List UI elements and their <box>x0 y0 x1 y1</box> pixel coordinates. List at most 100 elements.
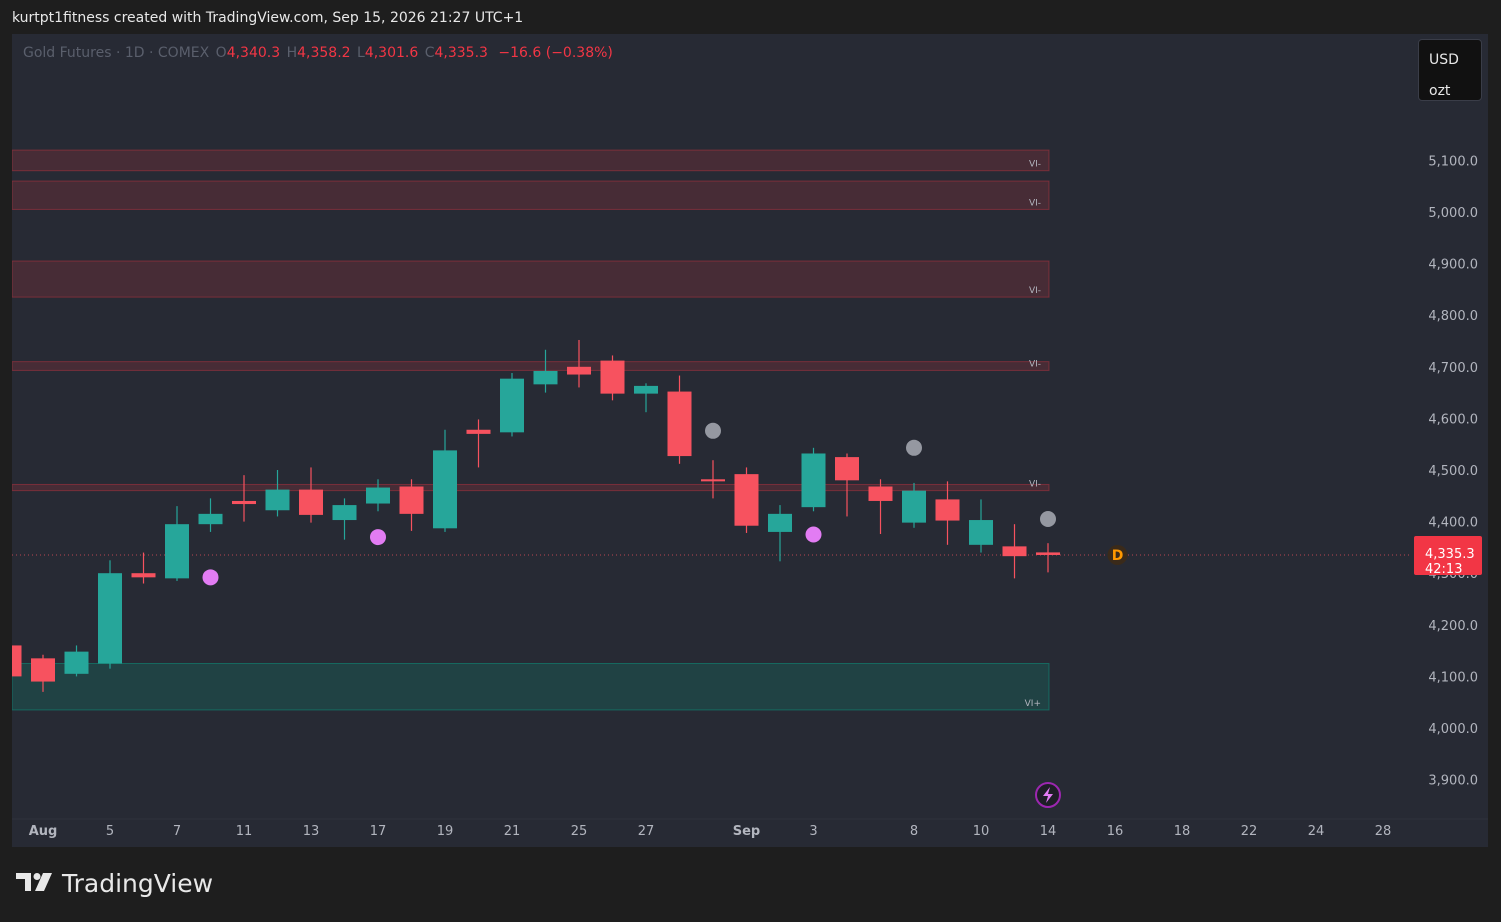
x-tick-label: 14 <box>1040 824 1057 839</box>
y-tick-label: 4,600.0 <box>1428 412 1478 427</box>
signal-marker-gray <box>1040 511 1056 528</box>
x-tick-label: 16 <box>1107 824 1124 839</box>
zone-label: VI+ <box>1025 699 1041 709</box>
symbol-label[interactable]: Gold Futures · 1D · COMEX <box>23 45 210 61</box>
ohlc-legend: Gold Futures · 1D · COMEX O4,340.3 H4,35… <box>23 45 613 61</box>
bearish-candle <box>466 429 491 434</box>
bearish-candle <box>131 573 156 578</box>
bullish-candle <box>768 513 792 532</box>
bullish-candle <box>366 487 390 504</box>
bullish-candle <box>198 513 223 525</box>
x-tick-label: 10 <box>973 824 990 839</box>
x-tick-label: Sep <box>733 824 761 839</box>
chart-pane[interactable]: VI- VI- VI- VI- VI- VI+ D 3,900.0 4,000.0 4,100.0… <box>12 34 1488 847</box>
bullish-candle <box>969 520 993 545</box>
bearish-candle <box>1036 552 1060 555</box>
bullish-candle <box>634 385 658 394</box>
x-tick-label: Aug <box>29 824 58 839</box>
signal-marker-gray <box>705 422 721 439</box>
tradingview-brand[interactable]: TradingView <box>16 869 213 899</box>
top-bar: kurtpt1fitness created with TradingView.… <box>0 0 1501 34</box>
y-tick-label: 4,900.0 <box>1428 258 1478 273</box>
imbalance-zone-bearish <box>12 180 1050 210</box>
bearish-candle <box>701 479 725 482</box>
bullish-candle <box>265 489 290 511</box>
last-price-tag <box>1414 535 1482 575</box>
bearish-candle <box>835 457 859 481</box>
zone-label: VI- <box>1029 198 1041 208</box>
high-value: 4,358.2 <box>297 45 351 61</box>
bullish-candle <box>98 573 122 664</box>
last-price-value: 4,335.3 <box>1425 547 1475 562</box>
x-tick-label: 5 <box>106 824 114 839</box>
bullish-candle <box>332 505 357 521</box>
imbalance-zone-bearish <box>12 483 1050 492</box>
x-tick-label: 22 <box>1241 824 1258 839</box>
imbalance-zone-bullish <box>12 663 1050 711</box>
x-tick-label: 7 <box>173 824 181 839</box>
bearish-candle <box>12 645 22 677</box>
close-label: C <box>424 45 435 61</box>
x-tick-label: 28 <box>1375 824 1392 839</box>
bearish-candle <box>232 500 256 505</box>
bearish-candle <box>31 658 55 682</box>
signal-marker-gray <box>906 439 922 456</box>
bullish-candle <box>801 453 826 508</box>
lightning-glyph <box>1043 787 1053 803</box>
bearish-candle <box>1002 546 1027 557</box>
snapshot-caption: kurtpt1fitness created with TradingView.… <box>12 10 524 26</box>
y-tick-label: 4,700.0 <box>1428 361 1478 376</box>
y-tick-label: 5,000.0 <box>1428 206 1478 221</box>
bearish-candle <box>667 391 692 457</box>
bullish-candle <box>500 378 524 433</box>
open-label: O <box>215 45 227 61</box>
y-tick-label: 4,400.0 <box>1428 516 1478 531</box>
signal-marker-purple <box>202 569 219 586</box>
bearish-candle <box>567 366 591 375</box>
imbalance-zone-bearish <box>12 361 1050 371</box>
imbalance-zone-bearish <box>12 260 1050 298</box>
bearish-candle <box>734 474 759 526</box>
bullish-candle <box>533 370 558 385</box>
x-tick-label: 21 <box>504 824 521 839</box>
x-tick-label: 24 <box>1308 824 1325 839</box>
high-label: H <box>286 45 298 61</box>
y-tick-label: 4,200.0 <box>1428 619 1478 634</box>
bullish-candle <box>433 450 457 529</box>
unit-label: ozt <box>1429 83 1451 99</box>
x-tick-label: 25 <box>571 824 588 839</box>
y-tick-label: 3,900.0 <box>1428 774 1478 789</box>
bearish-candle <box>299 489 323 515</box>
bearish-candle <box>600 360 625 394</box>
bar-countdown: 42:13 <box>1425 562 1462 577</box>
x-tick-label: 18 <box>1174 824 1191 839</box>
zone-label: VI- <box>1029 359 1041 369</box>
y-tick-label: 4,500.0 <box>1428 464 1478 479</box>
change-value: −16.6 (−0.38%) <box>498 45 613 61</box>
low-value: 4,301.6 <box>364 45 419 61</box>
x-tick-label: 11 <box>236 824 253 839</box>
x-tick-label: 19 <box>437 824 454 839</box>
x-tick-label: 3 <box>809 824 817 839</box>
bearish-candle <box>868 486 893 501</box>
x-tick-label: 8 <box>910 824 918 839</box>
bearish-candle <box>935 499 960 521</box>
x-tick-label: 27 <box>638 824 655 839</box>
y-tick-label: 5,100.0 <box>1428 154 1478 169</box>
price-chart[interactable]: VI- VI- VI- VI- VI- VI+ D 3,900.0 4,000.0 4,100.0… <box>12 34 1488 847</box>
y-tick-label: 4,000.0 <box>1428 722 1478 737</box>
imbalance-zone-bearish <box>12 149 1050 172</box>
currency-label: USD <box>1429 52 1459 68</box>
signal-marker-purple <box>370 529 386 546</box>
low-label: L <box>357 45 365 61</box>
footer: TradingView <box>0 847 1501 922</box>
bullish-candle <box>902 490 926 523</box>
x-tick-label: 13 <box>303 824 320 839</box>
tradingview-logo-icon <box>16 873 52 891</box>
zone-label: VI- <box>1029 480 1041 490</box>
x-tick-label: 17 <box>370 824 387 839</box>
signal-marker-purple <box>805 526 822 543</box>
currency-unit-button[interactable]: USD ozt <box>1418 39 1482 101</box>
bullish-candle <box>165 524 189 579</box>
brand-name: TradingView <box>62 869 214 898</box>
